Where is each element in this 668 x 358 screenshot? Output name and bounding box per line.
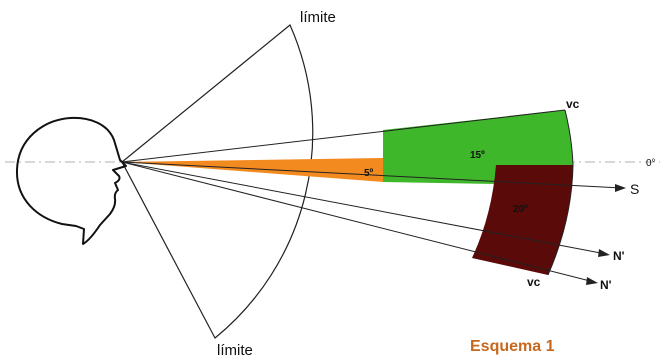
- label-vc-top: vc: [566, 97, 580, 111]
- ray-n2: [121, 161, 595, 283]
- sector-5-degrees: [122, 158, 383, 182]
- label-5-degrees: 5º: [364, 168, 374, 179]
- label-n1: N': [613, 249, 625, 263]
- label-20-degrees: 20º: [513, 204, 528, 215]
- label-limite-top: límite: [300, 9, 336, 26]
- label-n2: N': [600, 278, 612, 292]
- ray-s: [121, 161, 623, 189]
- ray-n1: [121, 161, 607, 255]
- ray-vc-top: [121, 109, 566, 163]
- head-profile: [15, 116, 127, 245]
- limit-fan: [121, 24, 314, 339]
- outer-arc: [547, 109, 574, 276]
- label-s: S: [630, 181, 639, 197]
- label-zero-degrees: 0°: [646, 158, 656, 169]
- arrowhead-n1: [598, 249, 610, 257]
- arrowhead-s: [615, 184, 626, 192]
- label-15-degrees: 15º: [470, 150, 485, 161]
- label-limite-bottom: límite: [217, 342, 253, 358]
- label-vc-bottom: vc: [527, 275, 541, 289]
- sector-20-degrees: [472, 165, 573, 275]
- arrowhead-n2: [586, 277, 598, 285]
- caption-esquema: Esquema 1: [470, 338, 555, 355]
- sector-15-degrees: [383, 110, 573, 184]
